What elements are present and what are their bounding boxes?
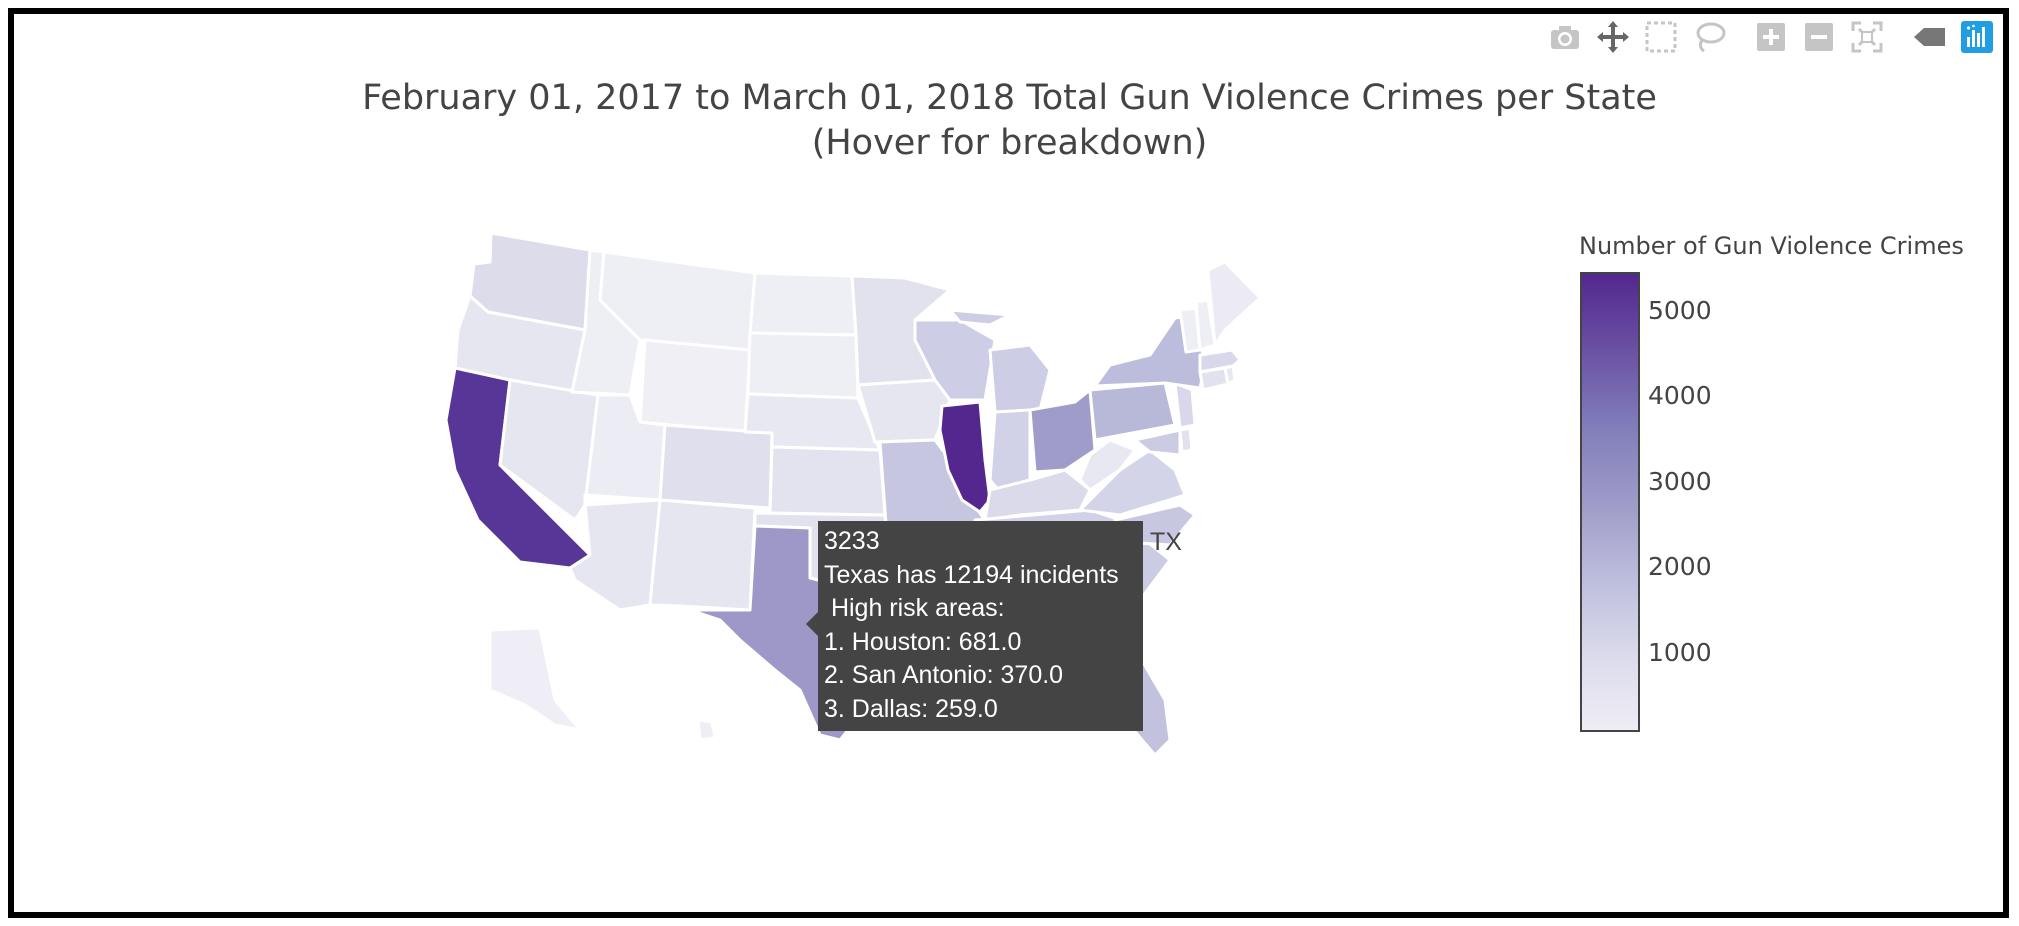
lasso-icon[interactable] xyxy=(1685,18,1733,56)
state-PA xyxy=(1088,381,1177,442)
state-KS xyxy=(768,445,887,517)
zoom-out-icon[interactable] xyxy=(1795,18,1843,56)
tooltip-line: Texas has 12194 incidents xyxy=(824,560,1119,589)
tooltip-line: High risk areas: xyxy=(824,594,1005,622)
state-NM xyxy=(648,498,757,612)
camera-icon[interactable] xyxy=(1541,18,1589,56)
state-WY xyxy=(638,338,752,434)
tooltip-line: 2. San Antonio: 370.0 xyxy=(824,661,1064,689)
colorbar-tick: 3000 xyxy=(1648,467,1712,496)
reset-icon[interactable] xyxy=(1843,18,1891,56)
state-IA xyxy=(856,378,952,444)
state-HI xyxy=(696,718,717,742)
state-ME xyxy=(1206,260,1262,347)
state-NJ xyxy=(1173,381,1197,430)
state-IL xyxy=(938,400,992,514)
tooltip-state-label: TX xyxy=(1150,528,1182,556)
tooltip-arrow xyxy=(806,612,818,636)
plotly-logo-icon[interactable] xyxy=(1953,18,2001,56)
pan-icon[interactable] xyxy=(1589,18,1637,56)
hover-toggle-icon[interactable] xyxy=(1905,18,1953,56)
state-MD xyxy=(1133,428,1182,457)
chart-title: February 01, 2017 to March 01, 2018 Tota… xyxy=(362,78,1657,118)
state-WV xyxy=(1078,438,1137,492)
state-DE xyxy=(1178,426,1194,454)
zoom-in-icon[interactable] xyxy=(1747,18,1795,56)
box-select-icon[interactable] xyxy=(1637,18,1685,56)
colorbar-tick: 1000 xyxy=(1648,638,1712,667)
colorbar xyxy=(1580,272,1640,732)
tooltip-value: 3233 xyxy=(824,527,880,555)
state-IN xyxy=(988,408,1032,494)
modebar xyxy=(1541,18,2001,56)
state-ND xyxy=(748,271,858,337)
tooltip-line: 3. Dallas: 259.0 xyxy=(824,694,998,723)
tooltip-line: 1. Houston: 681.0 xyxy=(824,627,1022,656)
state-MA xyxy=(1198,348,1242,374)
state-AK xyxy=(488,626,582,732)
state-CO xyxy=(658,423,774,510)
state-MI xyxy=(948,308,1052,414)
colorbar-tick: 2000 xyxy=(1648,552,1712,581)
colorbar-title: Number of Gun Violence Crimes xyxy=(1579,232,1964,260)
hover-tooltip: 3233 Texas has 12194 incidents High risk … xyxy=(818,521,1143,731)
colorbar-tick: 5000 xyxy=(1648,296,1712,325)
colorbar-tick: 4000 xyxy=(1648,381,1712,410)
state-SD xyxy=(746,331,860,400)
chart-subtitle: (Hover for breakdown) xyxy=(811,123,1208,163)
